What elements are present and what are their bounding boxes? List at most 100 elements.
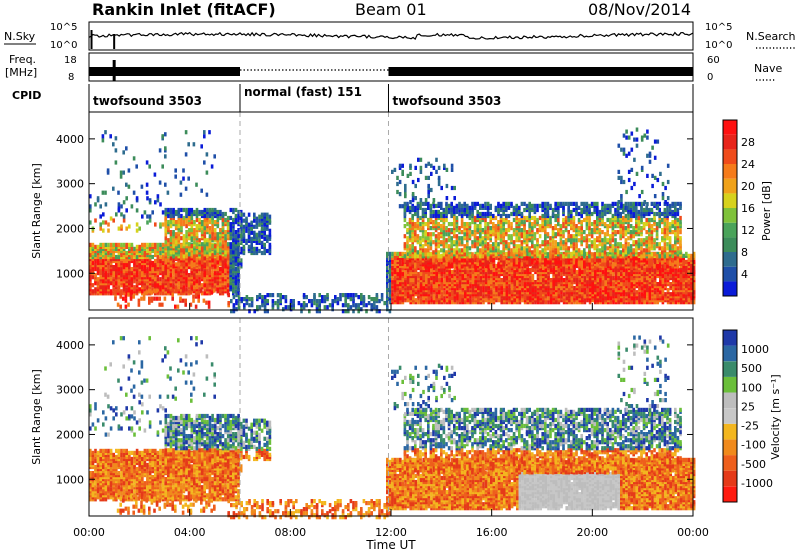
heatmap-cell — [558, 272, 561, 276]
heatmap-cell — [185, 287, 188, 291]
heatmap-cell — [594, 274, 597, 278]
heatmap-cell — [459, 284, 462, 288]
heatmap-cell — [149, 218, 152, 222]
heatmap-cell — [243, 303, 246, 307]
heatmap-cell — [114, 297, 117, 301]
heatmap-cell — [602, 294, 605, 298]
heatmap-cell — [159, 281, 162, 285]
heatmap-cell — [641, 266, 644, 270]
heatmap-cell — [211, 208, 214, 212]
heatmap-cell — [381, 297, 384, 301]
heatmap-cell — [193, 220, 196, 224]
heatmap-cell — [131, 204, 134, 208]
heatmap-cell — [485, 274, 488, 278]
heatmap-cell — [138, 299, 141, 303]
heatmap-cell — [269, 243, 272, 247]
heatmap-cell — [191, 228, 194, 232]
heatmap-cell — [415, 298, 418, 302]
heatmap-cell — [94, 253, 97, 257]
heatmap-cell — [198, 238, 201, 242]
heatmap-cell — [170, 230, 173, 234]
heatmap-cell — [490, 280, 493, 284]
heatmap-cell — [224, 285, 227, 289]
heatmap-cell — [521, 268, 524, 272]
heatmap-cell — [136, 222, 139, 226]
heatmap-cell — [435, 276, 438, 280]
heatmap-cell — [646, 296, 649, 300]
heatmap-cell — [119, 295, 122, 299]
heatmap-cell — [230, 299, 233, 303]
heatmap-cell — [180, 208, 183, 212]
heatmap-cell — [342, 293, 345, 297]
heatmap-cell — [493, 268, 496, 272]
heatmap-cell — [198, 279, 201, 283]
heatmap-cell — [227, 293, 230, 297]
heatmap-cell — [151, 275, 154, 279]
heatmap-cell — [146, 220, 149, 224]
heatmap-cell — [180, 262, 183, 266]
heatmap-cell — [404, 224, 407, 228]
freq-band — [89, 67, 240, 76]
heatmap-cell — [370, 297, 373, 301]
heatmap-cell — [224, 218, 227, 222]
heatmap-cell — [94, 263, 97, 267]
heatmap-cell — [204, 234, 207, 238]
heatmap-cell — [669, 292, 672, 296]
heatmap-cell — [229, 281, 232, 285]
heatmap-cell — [435, 268, 438, 272]
heatmap-cell — [154, 200, 157, 204]
heatmap-cell — [131, 267, 134, 271]
heatmap-cell — [118, 202, 121, 206]
heatmap-cell — [224, 264, 227, 268]
heatmap-cell — [127, 303, 130, 307]
heatmap-cell — [99, 222, 102, 226]
heatmap-cell — [156, 297, 159, 301]
cpid-segment-label: normal (fast) 151 — [244, 85, 362, 99]
heatmap-cell — [178, 214, 181, 218]
heatmap-cell — [94, 287, 97, 291]
heatmap-cell — [211, 228, 214, 232]
heatmap-cell — [363, 303, 366, 307]
heatmap-cell — [217, 232, 220, 236]
heatmap-cell — [656, 292, 659, 296]
heatmap-cell — [193, 240, 196, 244]
heatmap-cell — [641, 292, 644, 296]
heatmap-cell — [253, 225, 256, 229]
heatmap-cell — [201, 230, 204, 234]
heatmap-cell — [167, 252, 170, 256]
heatmap-cell — [125, 196, 128, 200]
heatmap-cell — [125, 208, 128, 212]
heatmap-cell — [656, 282, 659, 286]
date-title: 08/Nov/2014 — [588, 0, 691, 19]
heatmap-cell — [482, 294, 485, 298]
heatmap-cell — [230, 216, 233, 220]
heatmap-cell — [102, 229, 105, 233]
heatmap-cell — [391, 252, 394, 256]
heatmap-cell — [625, 288, 628, 292]
heatmap-cell — [451, 290, 454, 294]
heatmap-cell — [435, 288, 438, 292]
heatmap-cell — [389, 252, 392, 256]
heatmap-cell — [266, 299, 269, 303]
heatmap-cell — [197, 295, 200, 299]
heatmap-cell — [167, 238, 170, 242]
heatmap-cell — [547, 300, 550, 304]
heatmap-cell — [162, 265, 165, 269]
heatmap-cell — [193, 250, 196, 254]
heatmap-cell — [191, 252, 194, 256]
heatmap-cell — [485, 298, 488, 302]
heatmap-cell — [171, 293, 174, 297]
heatmap-cell — [92, 243, 95, 247]
heatmap-cell — [399, 270, 402, 274]
heatmap-cell — [214, 271, 217, 275]
heatmap-cell — [165, 208, 168, 212]
heatmap-cell — [167, 226, 170, 230]
heatmap-cell — [649, 278, 652, 282]
noise-tick-left-top: 10^5 — [50, 22, 77, 33]
heatmap-cell — [102, 243, 105, 247]
heatmap-cell — [263, 243, 266, 247]
heatmap-cell — [245, 239, 248, 243]
heatmap-cell — [269, 233, 272, 237]
heatmap-cell — [205, 301, 208, 305]
heatmap-cell — [399, 252, 402, 256]
